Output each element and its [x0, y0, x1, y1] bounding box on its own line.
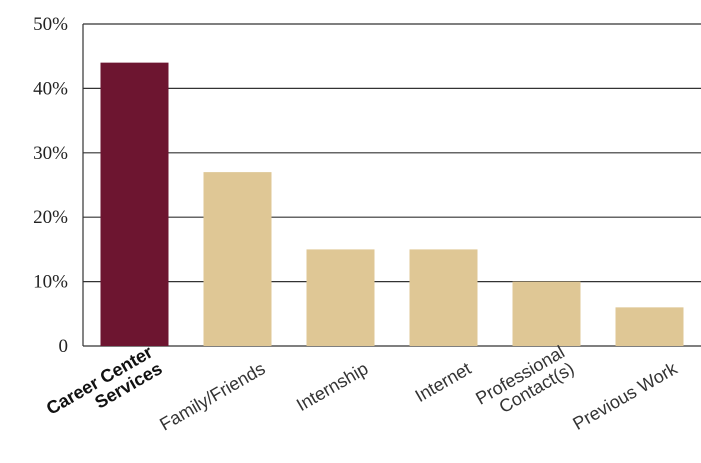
gridlines	[82, 23, 701, 347]
y-tick-label: 40%	[33, 78, 68, 99]
y-tick-label: 20%	[33, 207, 68, 228]
bar	[100, 62, 169, 346]
x-tick-label: Internet	[412, 358, 475, 406]
y-tick-label: 10%	[33, 272, 68, 293]
bar	[203, 172, 272, 346]
bar	[512, 281, 581, 346]
bar	[306, 249, 375, 346]
x-tick-label-line: Family/Friends	[156, 358, 268, 434]
y-axis-tick-labels: 0 10% 20% 30% 40% 50%	[33, 14, 68, 357]
x-tick-label-line: Previous Work	[569, 358, 681, 434]
bar	[615, 307, 684, 346]
bar	[409, 249, 478, 346]
y-tick-label: 50%	[33, 14, 68, 35]
x-tick-label-line: Internship	[293, 358, 371, 415]
x-tick-label: Family/Friends	[156, 358, 268, 434]
x-tick-label: Internship	[293, 358, 371, 415]
x-tick-label: Previous Work	[569, 358, 681, 434]
bars	[100, 62, 684, 346]
y-tick-label: 30%	[33, 143, 68, 164]
x-tick-label-line: Internet	[412, 358, 475, 406]
y-tick-label: 0	[59, 336, 69, 357]
